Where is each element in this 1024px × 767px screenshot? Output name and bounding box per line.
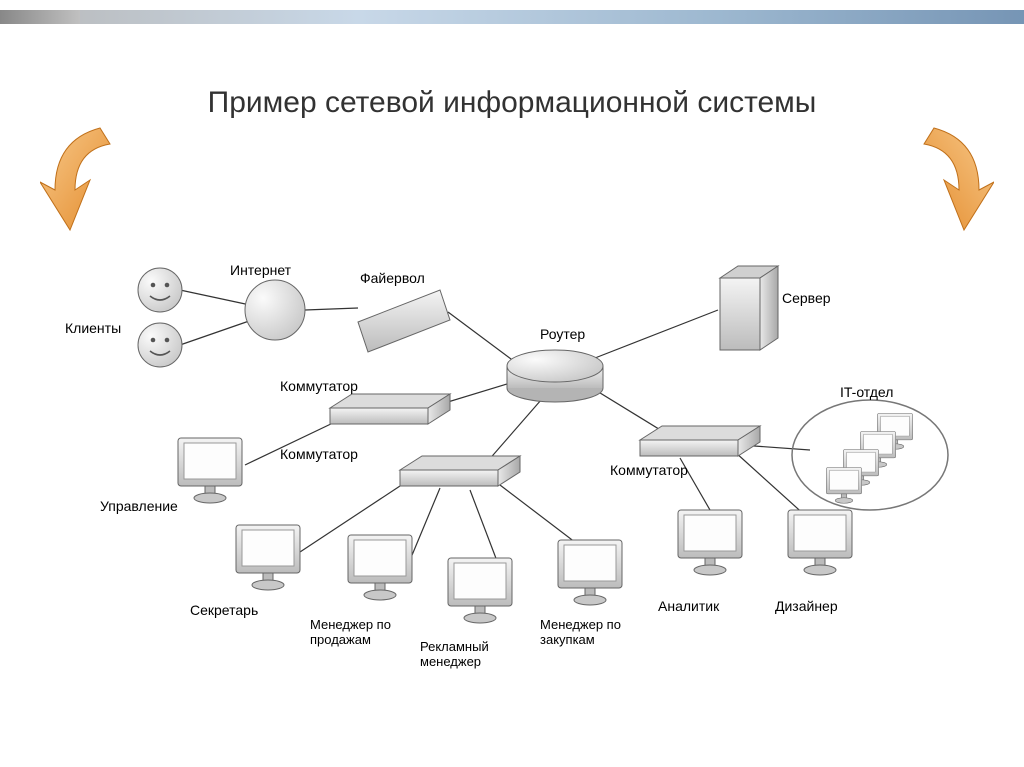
label-management: Управление <box>100 498 178 514</box>
node-firewall <box>358 290 450 352</box>
label-secretary: Секретарь <box>190 602 258 618</box>
node-client-2 <box>138 323 182 367</box>
label-switch-2: Коммутатор <box>280 446 358 462</box>
label-purchase-manager: Менеджер позакупкам <box>540 618 621 648</box>
slide-title: Пример сетевой информационной системы <box>0 86 1024 120</box>
node-switch-2 <box>400 456 520 486</box>
label-clients: Клиенты <box>65 320 121 336</box>
slide-topbar <box>0 0 1024 26</box>
label-switch-3: Коммутатор <box>610 462 688 478</box>
label-designer: Дизайнер <box>775 598 838 614</box>
label-router: Роутер <box>540 326 585 342</box>
label-firewall: Файервол <box>360 270 425 286</box>
topbar-gradient <box>0 10 1024 24</box>
network-diagram <box>60 240 960 740</box>
decorative-arrow-right <box>894 120 994 240</box>
node-switch-1 <box>330 394 450 424</box>
label-sales-manager: Менеджер попродажам <box>310 618 391 648</box>
label-analyst: Аналитик <box>658 598 719 614</box>
label-ad-manager: Рекламныйменеджер <box>420 640 489 670</box>
topbar-left-block <box>0 10 80 24</box>
decorative-arrow-left <box>40 120 140 240</box>
node-server <box>720 266 778 350</box>
node-client-1 <box>138 268 182 312</box>
label-it-dept: IT-отдел <box>840 384 893 400</box>
node-router <box>507 350 603 402</box>
label-internet: Интернет <box>230 262 291 278</box>
node-internet <box>245 280 305 340</box>
label-server: Сервер <box>782 290 831 306</box>
node-switch-3 <box>640 426 760 456</box>
label-switch-1: Коммутатор <box>280 378 358 394</box>
